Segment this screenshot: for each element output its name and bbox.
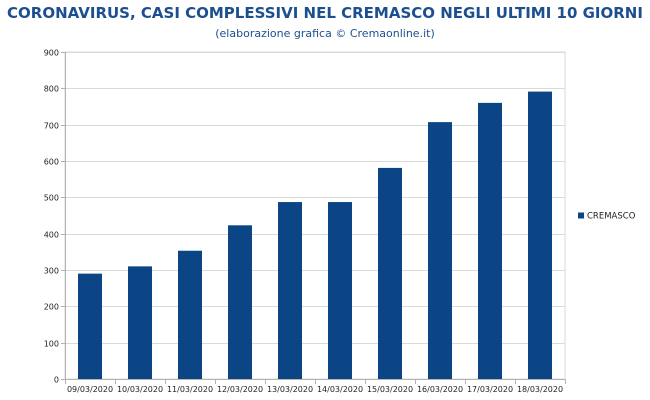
x-tick-label: 13/03/2020 [267, 385, 313, 394]
x-tick-label: 14/03/2020 [317, 385, 363, 394]
bar [378, 167, 402, 379]
x-tick-label: 09/03/2020 [67, 385, 113, 394]
x-tick-label: 11/03/2020 [167, 385, 213, 394]
x-tick-label: 15/03/2020 [367, 385, 413, 394]
y-tick-label: 500 [44, 194, 59, 203]
y-tick-label: 800 [44, 85, 59, 94]
bar [228, 225, 252, 379]
y-tick-label: 200 [44, 303, 59, 312]
bars [78, 91, 552, 379]
y-tick-label: 300 [44, 267, 59, 276]
axes [65, 52, 565, 380]
y-tick-label: 900 [44, 49, 59, 58]
chart-subtitle: (elaborazione grafica © Cremaonline.it) [215, 27, 435, 40]
y-tick-label: 600 [44, 158, 59, 167]
bar [78, 273, 102, 379]
bar [178, 250, 202, 379]
y-tick-label: 700 [44, 122, 59, 131]
bar [128, 266, 152, 379]
x-axis-ticks: 09/03/2020 10/03/2020 11/03/2020 12/03/2020… [65, 379, 566, 394]
legend-swatch [578, 212, 584, 219]
x-tick-label: 18/03/2020 [517, 385, 563, 394]
x-tick-label: 16/03/2020 [417, 385, 463, 394]
bar [428, 122, 452, 379]
y-tick-label: 0 [54, 376, 59, 385]
x-tick-label: 12/03/2020 [217, 385, 263, 394]
y-tick-label: 400 [44, 231, 59, 240]
legend: CREMASCO [578, 212, 636, 222]
y-tick-label: 100 [44, 340, 59, 349]
y-axis-ticks: 0 100 200 300 400 500 600 700 800 900 [44, 49, 65, 385]
bar [528, 91, 552, 379]
bar [478, 102, 502, 379]
bar [328, 202, 352, 379]
legend-label: CREMASCO [587, 212, 636, 222]
x-tick-label: 10/03/2020 [117, 385, 163, 394]
bar [278, 202, 302, 379]
x-tick-label: 17/03/2020 [467, 385, 513, 394]
chart-title: CORONAVIRUS, CASI COMPLESSIVI NEL CREMAS… [7, 4, 643, 22]
